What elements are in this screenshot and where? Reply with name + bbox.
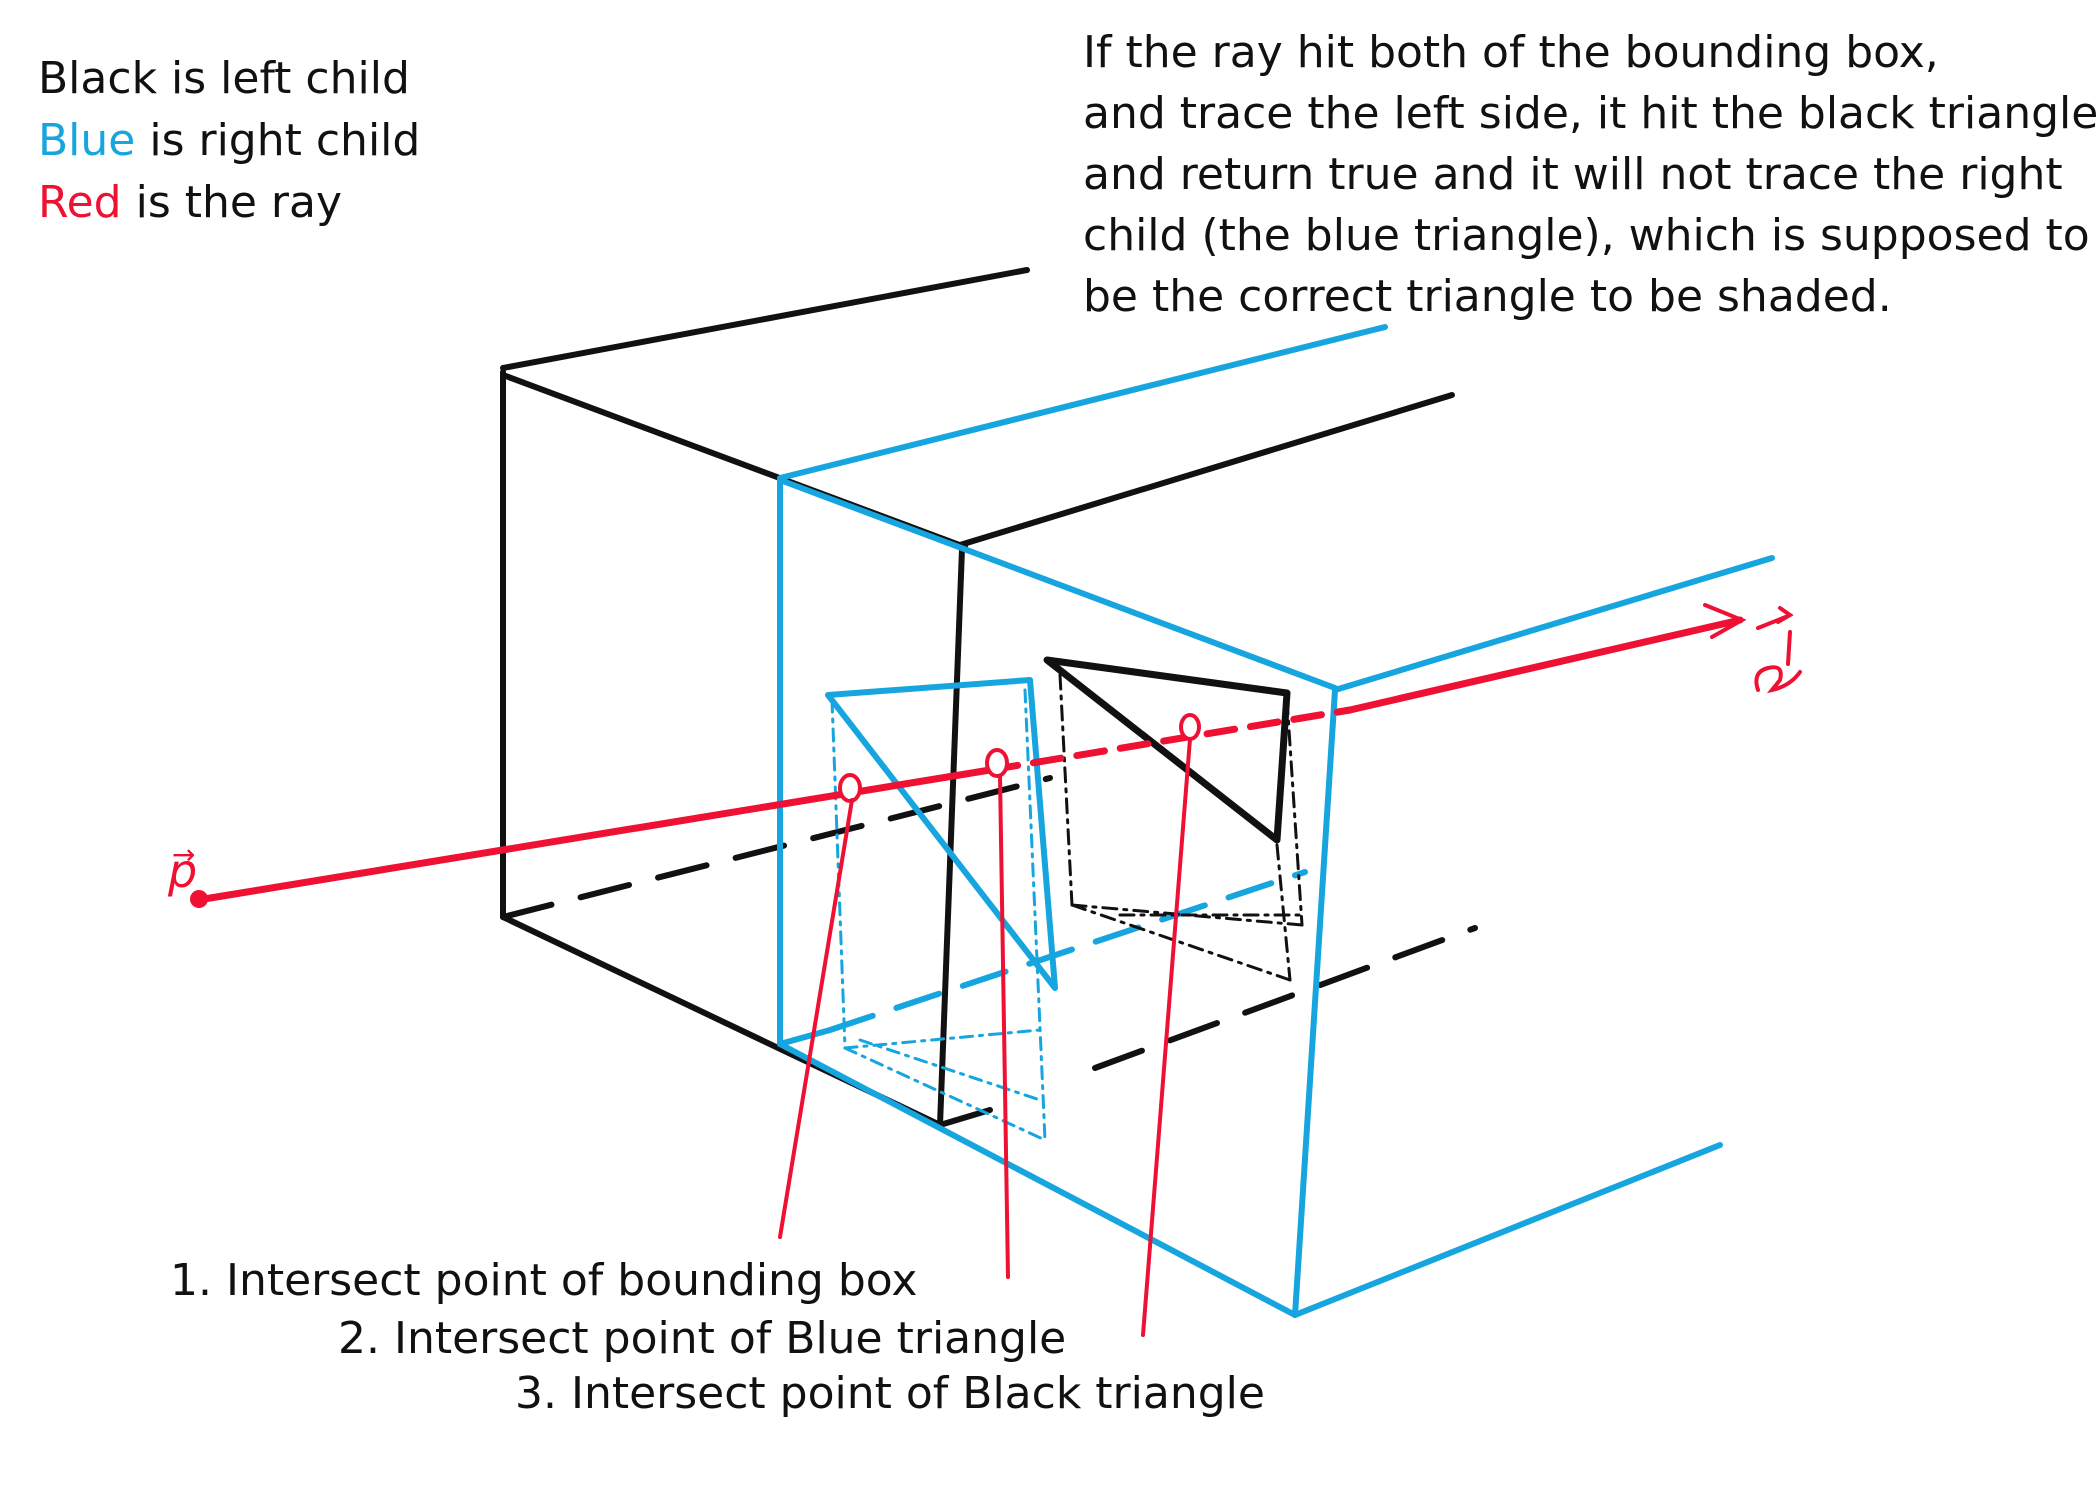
legend-blue-word: Blue bbox=[38, 115, 136, 166]
blue-triangle bbox=[825, 677, 1058, 1142]
explanation-line-4: child (the blue triangle), which is supp… bbox=[1083, 210, 2090, 261]
origin-letter: p bbox=[168, 844, 198, 898]
origin-label: → p bbox=[168, 838, 197, 894]
direction-letter: d bbox=[1752, 644, 1781, 698]
direction-label-mark bbox=[1754, 606, 1802, 694]
caption-blue-triangle-intersection: 2. Intersect point of Blue triangle bbox=[338, 1313, 1067, 1364]
legend-red-word: Red bbox=[38, 177, 122, 228]
legend-blue: Blue is right child bbox=[38, 110, 420, 172]
origin-arrow: → bbox=[172, 838, 196, 871]
intersection-point-2 bbox=[985, 748, 1009, 778]
blue-bounding-box bbox=[777, 324, 1775, 1318]
intersection-markers bbox=[838, 713, 1201, 803]
leader-lines bbox=[778, 737, 1192, 1337]
explanation-line-1: If the ray hit both of the bounding box, bbox=[1083, 27, 1939, 78]
intersection-point-1 bbox=[838, 773, 862, 803]
caption-black-triangle-intersection: 3. Intersect point of Black triangle bbox=[515, 1368, 1265, 1419]
intersection-point-3 bbox=[1179, 713, 1201, 741]
legend-red-rest: is the ray bbox=[121, 177, 343, 228]
explanation-text: If the ray hit both of the bounding box,… bbox=[1083, 22, 2100, 327]
leader-line-3 bbox=[1141, 737, 1192, 1337]
explanation-line-2: and trace the left side, it hit the blac… bbox=[1083, 88, 2100, 139]
legend-red: Red is the ray bbox=[38, 172, 420, 234]
legend-black: Black is left child bbox=[38, 53, 410, 104]
ray bbox=[190, 603, 1747, 908]
legend: Black is left child Blue is right child … bbox=[38, 48, 420, 234]
leader-line-2 bbox=[998, 774, 1010, 1279]
leader-line-1 bbox=[778, 798, 854, 1239]
black-bounding-box bbox=[500, 267, 1478, 1128]
caption-bounding-box-intersection: 1. Intersect point of bounding box bbox=[170, 1255, 918, 1306]
legend-blue-rest: is right child bbox=[135, 115, 421, 166]
explanation-line-5: be the correct triangle to be shaded. bbox=[1083, 271, 1892, 322]
explanation-line-3: and return true and it will not trace th… bbox=[1083, 149, 2063, 200]
black-triangle bbox=[1043, 656, 1304, 982]
